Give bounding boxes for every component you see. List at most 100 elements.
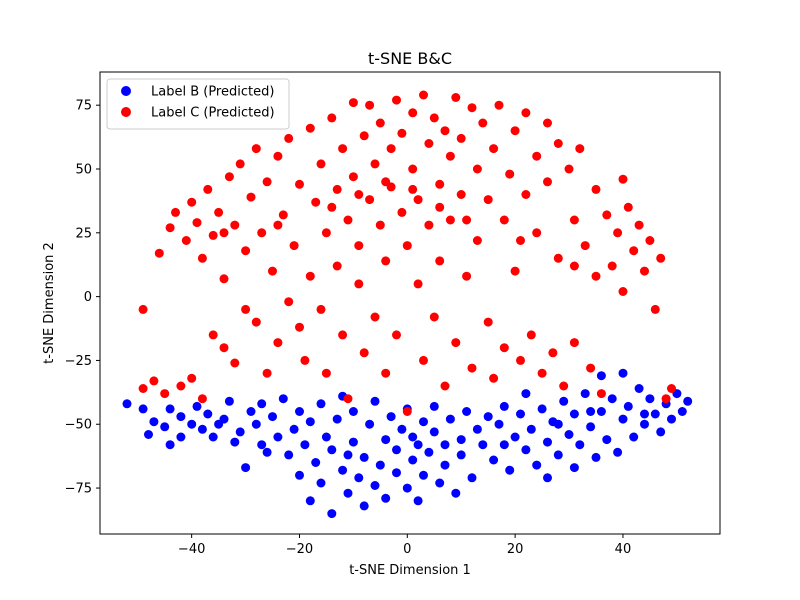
data-point bbox=[268, 412, 277, 422]
data-point bbox=[219, 274, 229, 284]
data-point bbox=[575, 440, 585, 450]
data-point bbox=[305, 271, 315, 281]
data-point bbox=[472, 164, 482, 174]
data-point bbox=[197, 424, 207, 434]
y-tick-label: −25 bbox=[65, 354, 92, 369]
data-point bbox=[413, 279, 423, 289]
data-point bbox=[295, 179, 304, 189]
data-point bbox=[591, 452, 601, 462]
data-point bbox=[343, 215, 353, 225]
y-axis-label: t-SNE Dimension 2 bbox=[42, 242, 57, 364]
data-point bbox=[251, 144, 261, 154]
data-point bbox=[397, 424, 407, 434]
data-point bbox=[327, 445, 337, 455]
data-point bbox=[246, 407, 256, 416]
data-point bbox=[634, 220, 644, 230]
x-tick-label: −20 bbox=[286, 542, 313, 557]
data-point bbox=[176, 432, 186, 442]
data-point bbox=[575, 144, 585, 154]
data-point bbox=[230, 437, 240, 447]
data-point bbox=[138, 304, 148, 314]
data-point bbox=[154, 248, 164, 258]
data-point bbox=[230, 358, 240, 368]
x-tick-label: 20 bbox=[507, 542, 524, 557]
data-point bbox=[392, 445, 401, 455]
data-point bbox=[348, 172, 358, 182]
data-point bbox=[645, 394, 655, 404]
data-point bbox=[165, 440, 175, 450]
data-point bbox=[284, 450, 294, 460]
data-point bbox=[295, 407, 304, 416]
data-point bbox=[553, 139, 563, 148]
legend: Label B (Predicted) Label C (Predicted) bbox=[106, 78, 290, 130]
data-point bbox=[230, 220, 240, 230]
data-point bbox=[381, 368, 391, 378]
data-point bbox=[354, 473, 364, 483]
data-point bbox=[386, 412, 396, 422]
data-point bbox=[208, 230, 218, 240]
data-point bbox=[596, 371, 606, 381]
data-point bbox=[478, 440, 488, 450]
data-point bbox=[580, 389, 590, 399]
data-point bbox=[273, 151, 283, 161]
data-point bbox=[440, 381, 450, 391]
data-point bbox=[402, 483, 412, 493]
data-point bbox=[564, 430, 574, 439]
data-point bbox=[661, 394, 671, 404]
legend-box bbox=[106, 78, 290, 130]
data-point bbox=[559, 381, 569, 391]
data-point bbox=[435, 179, 445, 189]
data-point bbox=[569, 463, 579, 473]
data-point bbox=[510, 126, 520, 136]
data-point bbox=[499, 215, 509, 225]
data-point bbox=[370, 481, 380, 490]
data-point bbox=[489, 373, 499, 383]
data-point bbox=[510, 266, 520, 276]
data-point bbox=[618, 287, 628, 296]
data-point bbox=[257, 399, 267, 409]
data-point bbox=[478, 118, 488, 128]
data-point bbox=[462, 271, 472, 281]
data-point bbox=[262, 177, 272, 187]
data-point bbox=[543, 177, 552, 187]
data-point bbox=[424, 139, 434, 148]
data-point bbox=[365, 100, 375, 110]
data-point bbox=[365, 419, 375, 429]
data-point bbox=[489, 455, 499, 465]
data-point bbox=[521, 389, 531, 399]
data-point bbox=[370, 396, 380, 406]
data-point bbox=[278, 394, 288, 404]
data-point bbox=[435, 256, 445, 266]
data-point bbox=[316, 304, 326, 314]
data-point bbox=[316, 399, 326, 409]
data-point bbox=[138, 384, 148, 393]
data-point bbox=[381, 256, 391, 266]
data-point bbox=[440, 460, 450, 470]
data-point bbox=[332, 184, 342, 194]
data-point bbox=[591, 184, 601, 194]
data-point bbox=[451, 338, 461, 348]
data-point bbox=[580, 241, 590, 251]
data-point bbox=[483, 317, 493, 327]
data-point bbox=[321, 432, 331, 442]
data-point bbox=[181, 236, 191, 245]
data-point bbox=[273, 432, 283, 442]
series-label-b bbox=[122, 368, 693, 519]
data-point bbox=[392, 330, 401, 340]
data-point bbox=[343, 488, 353, 498]
data-point bbox=[483, 412, 493, 422]
data-point bbox=[569, 409, 579, 419]
data-point bbox=[348, 437, 358, 447]
data-point bbox=[548, 348, 558, 358]
data-point bbox=[197, 394, 207, 404]
data-point bbox=[381, 493, 391, 503]
x-tick-label: 40 bbox=[615, 542, 632, 557]
y-tick-label: 0 bbox=[84, 290, 92, 305]
data-point bbox=[316, 159, 326, 169]
data-point bbox=[445, 151, 455, 161]
data-point bbox=[472, 236, 482, 245]
data-point bbox=[192, 401, 202, 411]
data-point bbox=[122, 399, 132, 409]
data-point bbox=[338, 330, 348, 340]
data-point bbox=[532, 460, 542, 470]
